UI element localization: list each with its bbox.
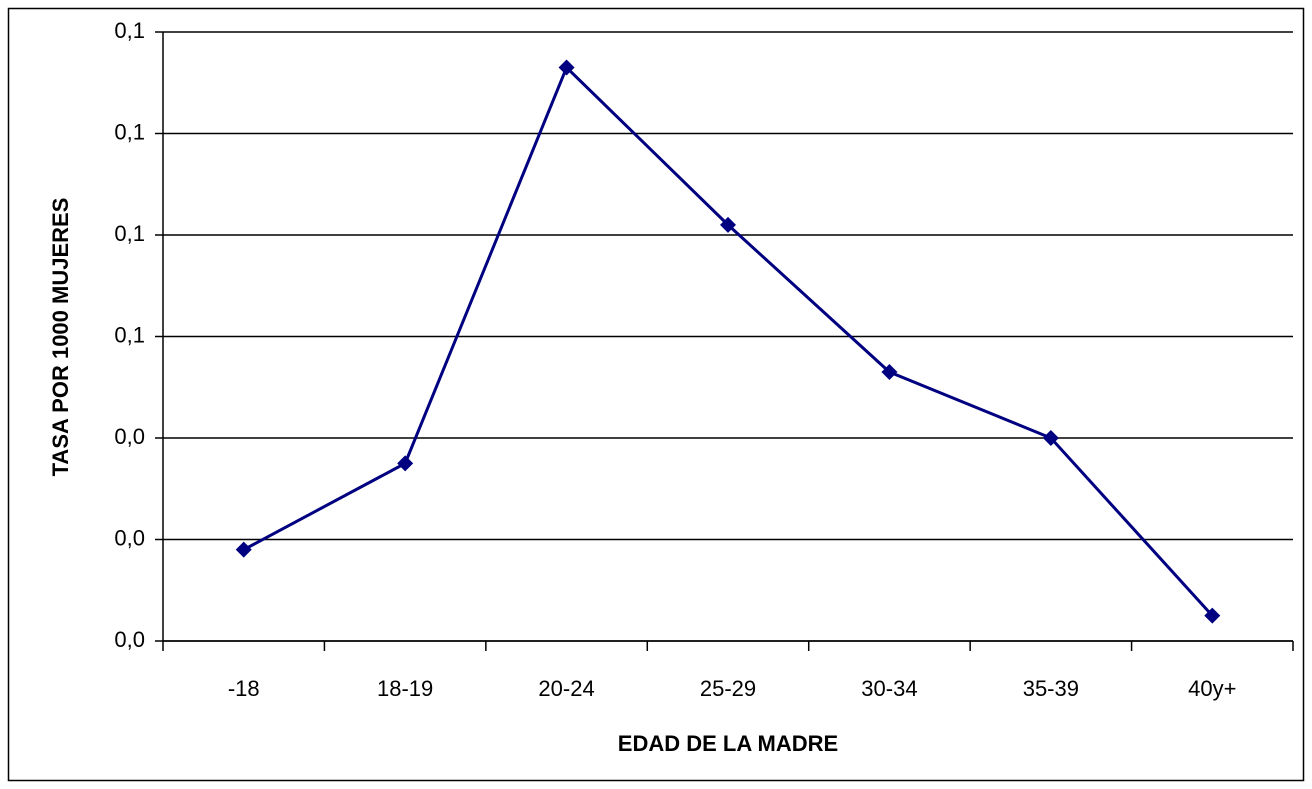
- x-tick-label: -18: [228, 676, 260, 701]
- y-axis-title: TASA POR 1000 MUJERES: [48, 198, 73, 477]
- y-tick-label: 0,1: [114, 221, 145, 246]
- data-marker: [397, 455, 414, 472]
- data-marker: [1204, 607, 1221, 624]
- x-tick-label: 25-29: [700, 676, 756, 701]
- y-tick-label: 0,0: [114, 424, 145, 449]
- x-tick-label: 35-39: [1023, 676, 1079, 701]
- y-tick-label: 0,1: [114, 119, 145, 144]
- data-marker: [1042, 430, 1059, 446]
- y-tick-label: 0,1: [114, 18, 145, 43]
- data-marker: [720, 216, 736, 233]
- chart-frame: [7, 7, 1305, 782]
- y-tick-label: 0,1: [114, 322, 145, 347]
- x-axis-title: EDAD DE LA MADRE: [618, 731, 838, 756]
- y-tick-label: 0,0: [114, 525, 145, 550]
- x-tick-label: 30-34: [861, 676, 917, 701]
- data-marker: [235, 541, 252, 558]
- x-tick-label: 18-19: [377, 676, 433, 701]
- x-tick-label: 20-24: [538, 676, 594, 701]
- data-marker: [558, 59, 575, 76]
- x-tick-label: 40y+: [1188, 676, 1236, 701]
- data-marker: [881, 364, 898, 381]
- y-tick-label: 0,0: [114, 627, 145, 652]
